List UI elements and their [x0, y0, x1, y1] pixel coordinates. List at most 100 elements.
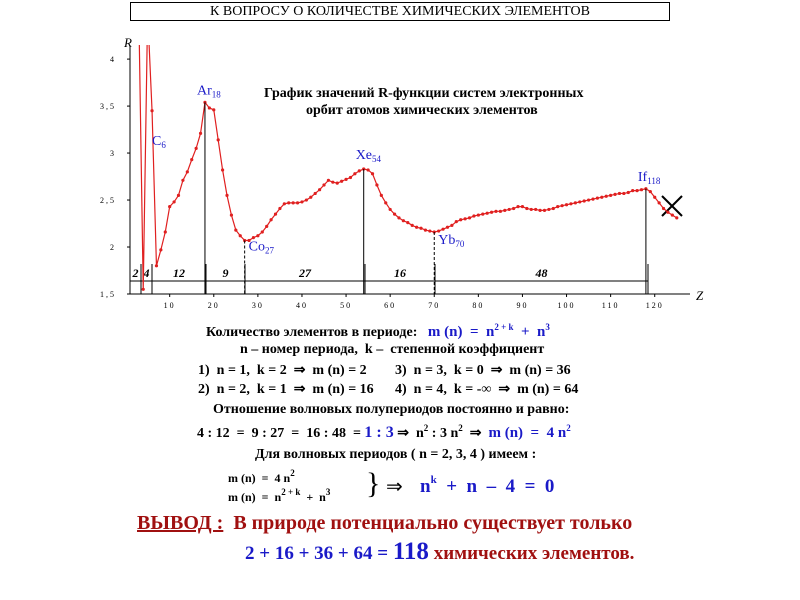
point — [278, 206, 282, 211]
element-label: C6 — [152, 134, 166, 150]
point — [591, 197, 595, 201]
element-label: Xe54 — [356, 148, 382, 164]
point — [578, 200, 582, 204]
system-line: m (n) = n2 + k + n3 — [228, 487, 330, 505]
text: 3 — [325, 487, 331, 497]
x-tick-label: 110 — [602, 301, 620, 310]
period-label: 27 — [298, 266, 312, 280]
period-label: 9 — [223, 266, 229, 280]
point — [234, 228, 238, 232]
point — [159, 248, 163, 252]
point — [534, 207, 538, 212]
x-tick-label: 40 — [296, 301, 308, 310]
point — [357, 169, 361, 173]
text: 3 — [545, 322, 550, 332]
point — [564, 203, 569, 207]
case: 4) n = 4, k = -∞ ⇒ m (n) = 64 — [395, 382, 579, 397]
y-tick-label: 2 — [110, 243, 116, 252]
point — [198, 131, 203, 135]
text: 2 — [458, 423, 463, 433]
point — [309, 195, 313, 199]
point — [141, 287, 145, 291]
point — [542, 208, 547, 212]
point — [168, 205, 172, 209]
text: ⇒ — [462, 426, 489, 441]
plot — [137, 11, 679, 291]
text: m (n) = 4 n — [228, 471, 291, 485]
point — [494, 209, 498, 213]
point — [379, 193, 383, 197]
point — [520, 205, 525, 209]
point — [450, 223, 454, 228]
text: В природе потенциально существует только — [223, 512, 633, 534]
point — [498, 209, 502, 213]
text: химических элементов. — [428, 543, 635, 564]
point — [507, 207, 511, 212]
point — [675, 216, 679, 220]
text: 2 — [566, 423, 571, 433]
point — [176, 193, 181, 197]
point — [586, 198, 591, 202]
point — [322, 183, 326, 187]
point — [622, 191, 626, 196]
x-axis-label: Z — [696, 288, 704, 303]
element-number: 6 — [161, 140, 166, 150]
point — [137, 11, 140, 14]
point — [631, 189, 635, 193]
element-number: 54 — [372, 154, 382, 164]
text: + n — [513, 324, 546, 340]
point — [485, 211, 489, 215]
point — [467, 216, 472, 220]
point — [423, 228, 428, 232]
text: + n – 4 = 0 — [436, 476, 555, 497]
element-number: 18 — [212, 89, 222, 99]
point — [388, 207, 392, 212]
x-tick-label: 10 — [164, 301, 176, 310]
point — [529, 207, 533, 212]
point — [172, 200, 176, 204]
point — [401, 219, 405, 223]
point — [273, 212, 278, 216]
point — [194, 146, 198, 150]
element-label: Ar18 — [197, 83, 221, 99]
element-symbol: Yb — [438, 233, 455, 248]
text: ⇒ n — [393, 426, 424, 441]
point — [340, 179, 344, 183]
point — [146, 11, 149, 14]
x-tick-label: 30 — [252, 301, 264, 310]
period-label: 4 — [143, 266, 150, 280]
point — [415, 225, 419, 229]
point — [560, 204, 564, 208]
formula: m (n) = n2 + k + n3 — [428, 322, 550, 340]
period-label: 12 — [173, 266, 185, 280]
point — [648, 189, 652, 194]
case: 3) n = 3, k = 0 ⇒ m (n) = 36 — [395, 363, 571, 378]
point — [163, 230, 167, 234]
point — [635, 189, 639, 193]
point — [370, 172, 375, 176]
point — [260, 230, 264, 234]
conclusion: 2 + 16 + 36 + 64 = 118 химических элемен… — [245, 538, 634, 566]
element-symbol: Ar — [197, 83, 212, 98]
point — [459, 218, 463, 222]
point — [300, 200, 304, 204]
point — [516, 205, 520, 209]
point — [331, 180, 335, 184]
text-line: n – номер периода, k – степенной коэффиц… — [240, 342, 545, 357]
case: 2) n = 2, k = 1 ⇒ m (n) = 16 — [198, 382, 374, 397]
point — [353, 172, 357, 176]
point — [481, 212, 485, 216]
point — [551, 206, 555, 211]
point — [639, 188, 644, 192]
point — [207, 106, 211, 110]
y-tick-label: 2,5 — [100, 196, 116, 205]
point — [419, 226, 423, 230]
element-symbol: If — [638, 170, 648, 185]
element-label: Co27 — [249, 239, 275, 255]
text: 2 + k — [494, 322, 514, 332]
point — [463, 217, 467, 221]
point — [613, 192, 617, 196]
point — [595, 196, 600, 200]
point — [512, 206, 516, 211]
